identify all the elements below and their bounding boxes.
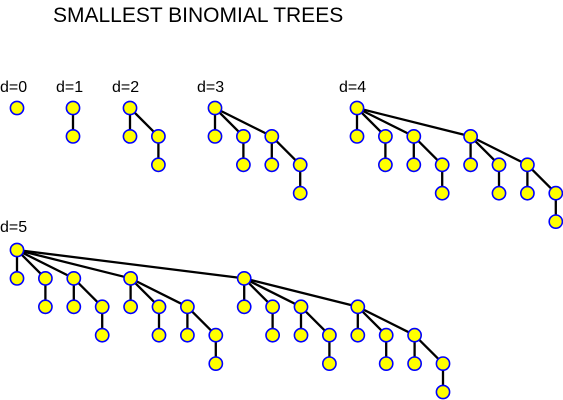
tree-d5-edge	[243, 277, 359, 308]
tree-d4-edge	[356, 106, 415, 138]
tree-d4-node	[548, 185, 563, 201]
tree-d5-node	[265, 299, 280, 315]
tree-d5-node	[94, 299, 110, 315]
tree-d4-node	[463, 128, 478, 144]
tree-d2-node	[150, 128, 166, 144]
tree-d3: d=3	[197, 79, 308, 201]
tree-d4-node	[491, 185, 507, 201]
tree-d4-node	[434, 157, 450, 173]
tree-d1-node	[65, 128, 81, 144]
tree-d2-node	[150, 157, 166, 173]
tree-d5-node	[407, 356, 422, 371]
tree-d5-node	[94, 327, 110, 343]
tree-d5-node	[321, 356, 337, 371]
tree-d5-node	[151, 299, 167, 315]
tree-d5-node	[236, 270, 252, 286]
tree-d5-node	[236, 299, 252, 315]
tree-d5-node	[435, 384, 451, 400]
tree-label-d4: d=4	[339, 79, 366, 96]
tree-label-d0: d=0	[0, 79, 27, 96]
tree-d5-edge	[243, 277, 302, 308]
tree-d3-node	[264, 157, 280, 173]
tree-d5-node	[179, 299, 195, 315]
tree-d4: d=4	[339, 79, 563, 229]
tree-d3-node	[207, 128, 223, 144]
tree-d2: d=2	[112, 79, 166, 173]
tree-d5-node	[350, 327, 366, 343]
tree-d4-node	[548, 214, 563, 229]
tree-d4-node	[349, 128, 365, 144]
tree-d3-node	[264, 128, 280, 144]
tree-d4-node	[491, 157, 507, 173]
tree-d3-node	[292, 157, 308, 173]
tree-d5-edge	[16, 248, 131, 280]
tree-d5-edge	[357, 305, 416, 337]
tree-d5-node	[293, 299, 309, 315]
tree-d5-node	[123, 299, 139, 315]
tree-d5-node	[350, 299, 366, 315]
tree-d3-node	[292, 185, 308, 201]
tree-d5-node	[38, 270, 53, 286]
tree-d5-node	[9, 270, 25, 286]
tree-d0: d=0	[0, 79, 27, 116]
tree-d4-edge	[356, 106, 471, 138]
tree-label-d5: d=5	[0, 219, 27, 236]
diagram-title: SMALLEST BINOMIAL TREES	[53, 4, 343, 27]
tree-d5-node	[407, 327, 422, 343]
tree-d4-node	[377, 157, 393, 173]
tree-d5-node	[208, 356, 224, 371]
tree-d4-node	[463, 157, 478, 173]
tree-d5-node	[66, 270, 82, 286]
tree-d4-node	[434, 185, 450, 201]
tree-d2-root-node	[122, 100, 138, 116]
tree-d5-node	[179, 327, 195, 343]
tree-d5-node	[378, 327, 394, 343]
tree-label-d3: d=3	[197, 79, 224, 96]
tree-d5-node	[265, 327, 280, 343]
tree-d1-root-node	[65, 100, 81, 116]
tree-d3-node	[235, 157, 251, 173]
tree-d5-node	[151, 327, 167, 343]
tree-d4-node	[377, 128, 393, 144]
tree-d5: d=5	[0, 219, 451, 400]
tree-d5-node	[378, 356, 394, 371]
tree-d1: d=1	[56, 79, 83, 144]
tree-d5-edge	[130, 277, 188, 308]
tree-d4-node	[520, 185, 535, 201]
tree-d4-edge	[470, 135, 528, 166]
tree-d5-node	[293, 327, 309, 343]
tree-label-d1: d=1	[56, 79, 83, 96]
tree-d2-node	[122, 128, 138, 144]
tree-d5-node	[321, 327, 337, 343]
tree-d5-node	[123, 270, 139, 286]
tree-d4-node	[520, 157, 535, 173]
tree-d3-root-node	[207, 100, 223, 116]
tree-d5-root-node	[9, 242, 25, 258]
tree-d4-root-node	[349, 100, 365, 116]
tree-label-d2: d=2	[112, 79, 139, 96]
tree-d5-edge	[16, 248, 75, 280]
tree-d5-node	[38, 299, 53, 315]
tree-d4-node	[406, 128, 422, 144]
tree-d5-node	[208, 327, 224, 343]
tree-d3-node	[235, 128, 251, 144]
tree-d5-edge	[16, 248, 245, 280]
tree-d5-node	[435, 356, 451, 371]
tree-d5-node	[66, 299, 82, 315]
tree-d3-edge	[214, 106, 273, 138]
tree-d0-root-node	[9, 100, 25, 116]
tree-d4-node	[406, 157, 422, 173]
